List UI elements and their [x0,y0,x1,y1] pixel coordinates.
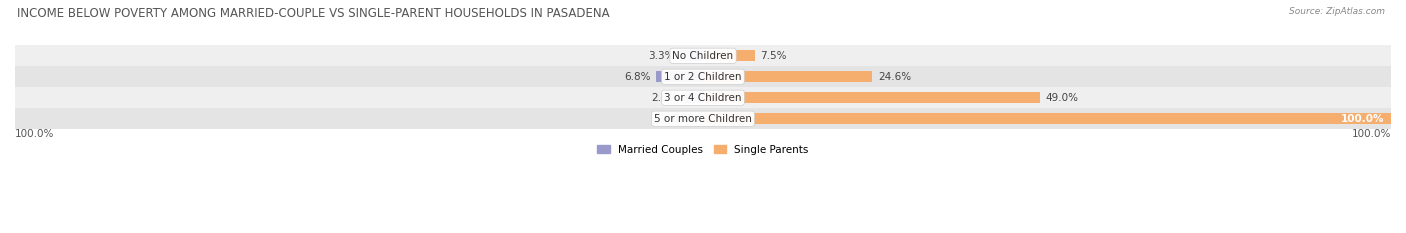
Text: 0.0%: 0.0% [671,114,697,124]
Bar [683,92,703,103]
Text: INCOME BELOW POVERTY AMONG MARRIED-COUPLE VS SINGLE-PARENT HOUSEHOLDS IN PASADEN: INCOME BELOW POVERTY AMONG MARRIED-COUPL… [17,7,609,20]
Text: 100.0%: 100.0% [1340,114,1384,124]
Text: 100.0%: 100.0% [15,129,55,139]
Text: 6.8%: 6.8% [624,72,651,82]
Text: 100.0%: 100.0% [1351,129,1391,139]
Text: 1 or 2 Children: 1 or 2 Children [664,72,742,82]
Bar [15,45,1391,66]
Text: Source: ZipAtlas.com: Source: ZipAtlas.com [1289,7,1385,16]
Text: 3.3%: 3.3% [648,51,675,61]
Bar [681,50,703,61]
Bar [703,92,1040,103]
Bar [657,71,703,82]
Bar [703,113,1391,124]
Text: 24.6%: 24.6% [877,72,911,82]
Bar [703,71,872,82]
Bar [15,66,1391,87]
Bar [15,108,1391,129]
Text: 5 or more Children: 5 or more Children [654,114,752,124]
Text: 49.0%: 49.0% [1046,93,1078,103]
Text: 3 or 4 Children: 3 or 4 Children [664,93,742,103]
Text: 2.8%: 2.8% [652,93,678,103]
Bar [15,87,1391,108]
Text: No Children: No Children [672,51,734,61]
Bar [703,50,755,61]
Text: 7.5%: 7.5% [761,51,786,61]
Legend: Married Couples, Single Parents: Married Couples, Single Parents [593,141,813,159]
